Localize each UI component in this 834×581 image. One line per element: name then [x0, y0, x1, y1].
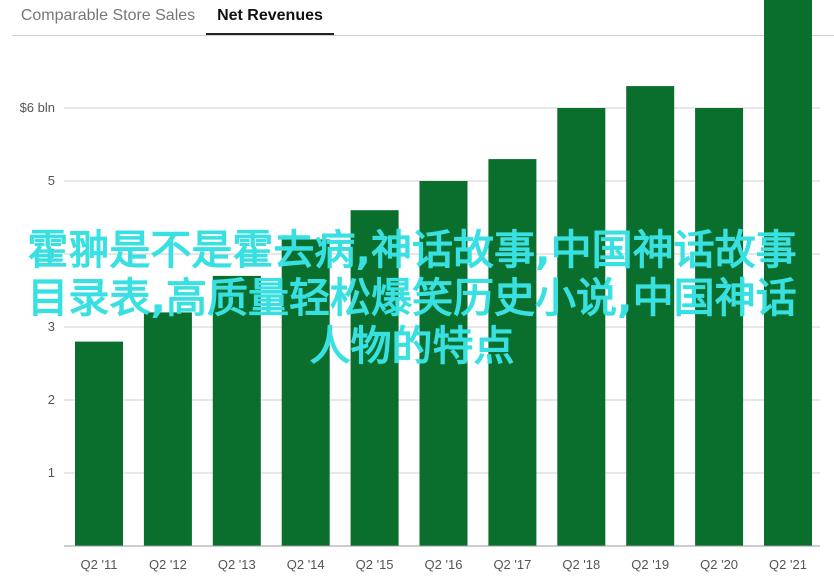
- tab-bar: Comparable Store Sales Net Revenues: [0, 0, 834, 36]
- overlay-text: 霍翀是不是霍去病,神话故事,中国神话故事目录表,高质量轻松爆笑历史小说,中国神话…: [27, 226, 797, 370]
- bar: [488, 159, 537, 546]
- y-tick-label: 2: [48, 392, 55, 407]
- y-tick-label: 5: [48, 173, 55, 188]
- bar: [695, 108, 744, 546]
- bar: [557, 108, 606, 546]
- bar: [75, 341, 123, 546]
- bars-layer: [75, 0, 812, 547]
- bar: [212, 275, 261, 546]
- bar: [143, 312, 192, 546]
- tab-net-revenues[interactable]: Net Revenues: [206, 0, 334, 36]
- y-tick-label: $6 bln: [20, 100, 55, 115]
- y-tick-label: 1: [48, 465, 55, 480]
- x-tick-label: Q2 '15: [356, 557, 394, 572]
- x-tick-label: Q2 '16: [425, 557, 463, 572]
- tab-divider: [12, 35, 834, 36]
- bar: [764, 0, 812, 547]
- x-tick-label: Q2 '21: [769, 557, 807, 572]
- x-tick-label: Q2 '20: [700, 557, 738, 572]
- bar: [626, 86, 675, 546]
- bar: [281, 239, 330, 546]
- y-tick-label: 3: [48, 319, 55, 334]
- x-tick-label: Q2 '17: [493, 557, 531, 572]
- bar: [419, 181, 468, 546]
- axis-layer: 1 2 3 4 5 $6 bln Q2 '11 Q2 '12 Q2 '13 Q2 '14 Q2 '1…: [20, 100, 820, 572]
- x-tick-label: Q2 '12: [149, 557, 187, 572]
- x-tick-label: Q2 '19: [631, 557, 669, 572]
- tab-comparable-store-sales[interactable]: Comparable Store Sales: [20, 7, 196, 24]
- bar: [350, 210, 399, 546]
- y-tick-label: 4: [48, 246, 55, 261]
- x-tick-label: Q2 '13: [218, 557, 256, 572]
- x-tick-label: Q2 '11: [81, 557, 118, 572]
- x-tick-label: Q2 '18: [562, 557, 600, 572]
- x-tick-label: Q2 '14: [287, 557, 325, 572]
